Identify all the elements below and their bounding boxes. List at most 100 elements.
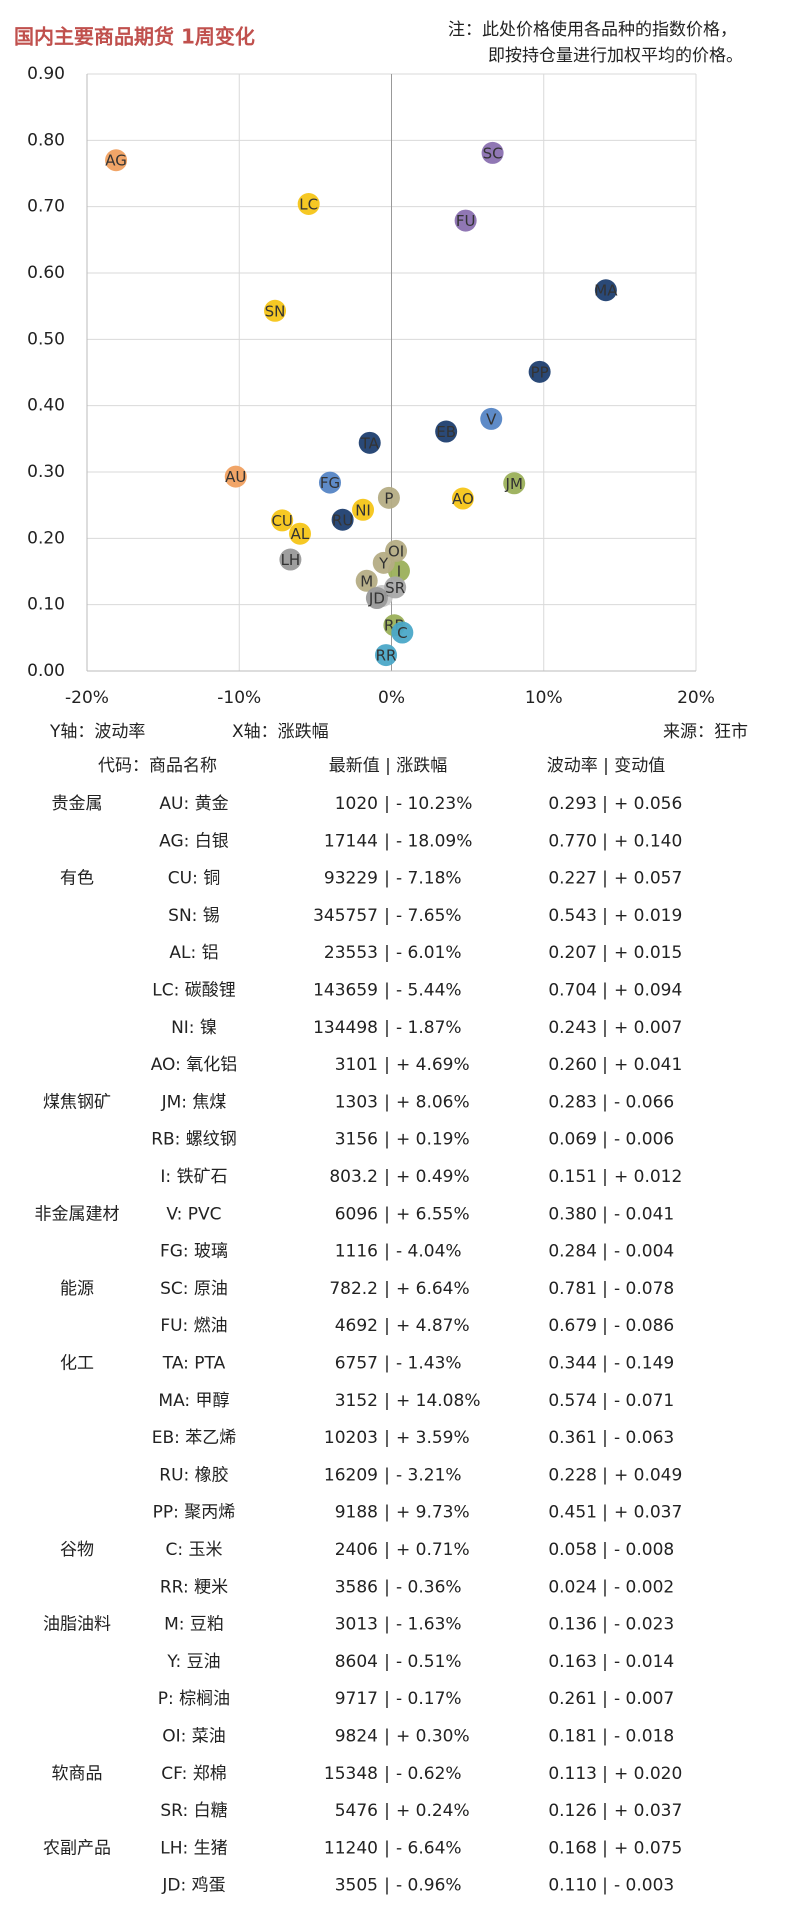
- separator: |: [384, 1764, 390, 1784]
- point-label: C: [397, 624, 407, 642]
- change: - 7.18%: [396, 869, 462, 889]
- volatility: 0.151: [548, 1167, 597, 1187]
- price: 5476: [335, 1801, 378, 1821]
- change: - 1.43%: [396, 1354, 462, 1374]
- separator: |: [602, 1838, 608, 1858]
- volatility: 0.228: [548, 1465, 597, 1485]
- x-tick-label: -20%: [65, 688, 109, 708]
- change: - 1.87%: [396, 1018, 462, 1038]
- delta: + 0.041: [614, 1055, 682, 1075]
- commodity-name: FU: 燃油: [160, 1316, 227, 1336]
- group-label: 非金属建材: [35, 1204, 120, 1224]
- change: + 0.30%: [396, 1727, 470, 1747]
- change: + 0.71%: [396, 1540, 470, 1560]
- point-label: SN: [265, 302, 286, 320]
- y-tick-label: 0.30: [27, 462, 65, 482]
- point-label: LH: [281, 551, 301, 569]
- volatility: 0.283: [548, 1092, 597, 1112]
- commodity-name: EB: 苯乙烯: [152, 1428, 237, 1448]
- point-label: V: [486, 410, 497, 428]
- separator: |: [384, 1018, 390, 1038]
- commodity-name: SC: 原油: [160, 1279, 228, 1299]
- separator: |: [602, 1503, 608, 1523]
- commodity-name: SR: 白糖: [160, 1801, 227, 1821]
- separator: |: [602, 1465, 608, 1485]
- separator: |: [384, 981, 390, 1001]
- volatility: 0.069: [548, 1130, 597, 1150]
- volatility: 0.781: [548, 1279, 597, 1299]
- change: + 6.64%: [396, 1279, 470, 1299]
- change: - 1.63%: [396, 1615, 462, 1635]
- table-header: 代码：商品名称: [98, 756, 217, 776]
- point: [384, 576, 407, 599]
- change: - 6.64%: [396, 1838, 462, 1858]
- point-label: PP: [531, 363, 549, 381]
- volatility: 0.058: [548, 1540, 597, 1560]
- commodity-name: AG: 白银: [159, 831, 229, 851]
- change: + 4.87%: [396, 1316, 470, 1336]
- point: [480, 407, 503, 430]
- commodity-name: M: 豆粕: [164, 1615, 224, 1635]
- point-label: I: [397, 562, 401, 580]
- separator: |: [384, 1876, 390, 1896]
- point: [375, 644, 398, 667]
- separator: |: [384, 1204, 390, 1224]
- commodity-name: AO: 氧化铝: [151, 1055, 238, 1075]
- separator: |: [384, 1689, 390, 1709]
- commodity-name: SN: 锡: [168, 906, 220, 926]
- group-label: 油脂油料: [43, 1615, 111, 1635]
- separator: |: [384, 1652, 390, 1672]
- group-label: 贵金属: [52, 794, 103, 814]
- delta: + 0.056: [614, 794, 682, 814]
- delta: - 0.004: [614, 1242, 674, 1262]
- delta: - 0.002: [614, 1577, 674, 1597]
- y-tick-label: 0.20: [27, 528, 65, 548]
- separator: |: [602, 1316, 608, 1336]
- change: - 0.51%: [396, 1652, 462, 1672]
- point-label: M: [360, 572, 373, 590]
- separator: |: [602, 1428, 608, 1448]
- delta: + 0.007: [614, 1018, 682, 1038]
- price: 1303: [335, 1092, 378, 1112]
- separator: |: [384, 869, 390, 889]
- y-tick-label: 0.40: [27, 396, 65, 416]
- price: 6096: [335, 1204, 378, 1224]
- point-label: AG: [105, 152, 127, 170]
- point-label: AL: [291, 525, 310, 543]
- separator: |: [384, 1354, 390, 1374]
- commodity-name: MA: 甲醇: [158, 1391, 229, 1411]
- price: 3101: [335, 1055, 378, 1075]
- volatility: 0.207: [548, 943, 597, 963]
- separator: |: [602, 1354, 608, 1374]
- point: [318, 471, 341, 494]
- point: [365, 587, 388, 610]
- commodity-name: CU: 铜: [168, 869, 220, 889]
- point-label: CU: [271, 512, 292, 530]
- change: - 10.23%: [396, 794, 472, 814]
- x-axis-label: X轴：涨跌幅: [232, 722, 329, 742]
- volatility: 0.284: [548, 1242, 597, 1262]
- separator: |: [384, 1092, 390, 1112]
- point: [352, 498, 375, 521]
- title: 国内主要商品期货 1周变化: [14, 25, 255, 49]
- price: 10203: [324, 1428, 378, 1448]
- change: + 0.24%: [396, 1801, 470, 1821]
- delta: - 0.007: [614, 1689, 674, 1709]
- point-label: SR: [385, 579, 405, 597]
- point-label: TA: [360, 434, 380, 452]
- volatility: 0.126: [548, 1801, 597, 1821]
- commodity-name: JM: 焦煤: [161, 1092, 227, 1112]
- delta: + 0.140: [614, 831, 682, 851]
- separator: |: [384, 943, 390, 963]
- point-label: FU: [456, 212, 476, 230]
- price: 9717: [335, 1689, 378, 1709]
- volatility: 0.181: [548, 1727, 597, 1747]
- separator: |: [602, 906, 608, 926]
- volatility: 0.163: [548, 1652, 597, 1672]
- separator: |: [384, 1167, 390, 1187]
- separator: |: [384, 1130, 390, 1150]
- separator: |: [602, 1801, 608, 1821]
- price: 1116: [335, 1242, 378, 1262]
- change: + 0.19%: [396, 1130, 470, 1150]
